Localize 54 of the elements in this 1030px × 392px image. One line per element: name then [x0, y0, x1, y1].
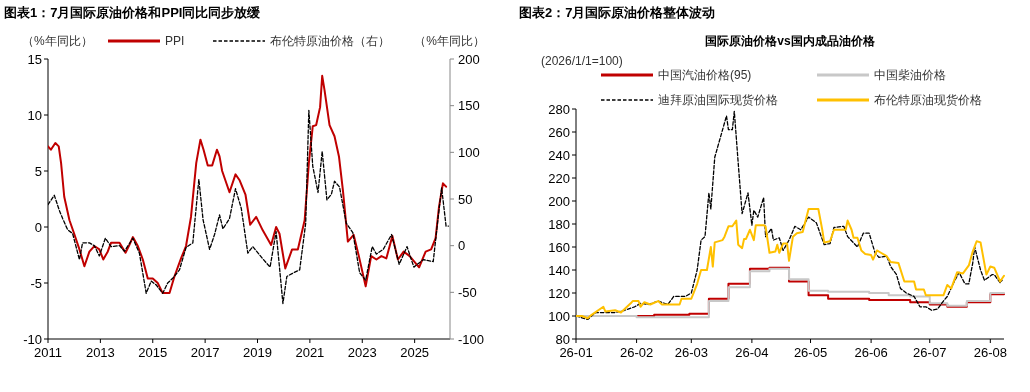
y-tick-label: 200 — [548, 193, 570, 209]
y-tick-label: 0 — [34, 219, 42, 235]
legend-label: 中国柴油价格 — [874, 68, 946, 82]
x-tick-label: 26-05 — [793, 345, 828, 360]
x-tick-label: 2015 — [138, 345, 168, 360]
chart-title: 图表1：7月国际原油价格和PPI同比同步放缓 — [4, 5, 262, 20]
y-tick-label: 120 — [548, 285, 570, 301]
line-series — [48, 74, 448, 295]
y-tick-label: 5 — [34, 163, 42, 179]
chart-subtitle: 国际原油价格vs国内成品油价格 — [705, 34, 876, 48]
y2-tick-label: 0 — [458, 238, 466, 254]
y-tick-label: 260 — [548, 124, 570, 140]
y2-tick-label: -100 — [458, 331, 485, 347]
x-tick-label: 26-06 — [854, 345, 888, 360]
y2-tick-label: 100 — [458, 144, 480, 160]
y-tick-label: 240 — [548, 147, 570, 163]
y2-tick-label: -50 — [458, 284, 477, 300]
legend-label: 布伦特原油现货价格 — [874, 93, 982, 107]
y2-axis-title: （%年同比） — [414, 34, 485, 48]
x-tick-label: 2013 — [85, 345, 115, 360]
line-series — [576, 208, 1005, 320]
y-tick-label: 280 — [548, 101, 570, 117]
y-tick-label: 140 — [548, 262, 570, 278]
chart-title: 图表2：7月国际原油价格整体波动 — [519, 5, 716, 20]
x-tick-label: 2021 — [295, 345, 325, 360]
y-tick-label: 100 — [548, 308, 570, 324]
legend-label: PPI — [165, 34, 185, 48]
legend-label: 中国汽油价格(95) — [658, 68, 752, 82]
x-tick-label: 2023 — [347, 345, 377, 360]
x-tick-label: 2017 — [190, 345, 220, 360]
y-tick-label: 180 — [548, 216, 570, 232]
x-tick-label: 2019 — [243, 345, 272, 360]
x-tick-label: 2011 — [34, 345, 62, 360]
x-tick-label: 2025 — [400, 345, 430, 360]
x-tick-label: 26-03 — [674, 345, 708, 360]
y-tick-label: -5 — [30, 275, 42, 291]
legend-label: 布伦特原油价格（右） — [270, 34, 390, 48]
y-tick-label: 220 — [548, 170, 570, 186]
y-axis-title: (2026/1/1=100) — [541, 54, 623, 68]
x-tick-label: 26-02 — [619, 345, 654, 360]
x-tick-label: 26-01 — [559, 345, 593, 360]
y-axis-title: （%年同比） — [22, 34, 93, 48]
y-tick-label: -10 — [23, 331, 42, 347]
x-tick-label: 26-04 — [735, 345, 769, 360]
y2-tick-label: 50 — [458, 191, 473, 207]
y-tick-label: 160 — [548, 239, 570, 255]
legend-label: 迪拜原油国际现货价格 — [658, 93, 778, 107]
y2-tick-label: 200 — [458, 51, 480, 67]
x-tick-label: 26-08 — [973, 345, 1007, 360]
y-tick-label: 10 — [27, 107, 42, 123]
y-tick-label: 15 — [27, 51, 42, 67]
y2-tick-label: 150 — [458, 98, 480, 114]
x-tick-label: 26-07 — [913, 345, 947, 360]
y-tick-label: 80 — [555, 331, 570, 347]
